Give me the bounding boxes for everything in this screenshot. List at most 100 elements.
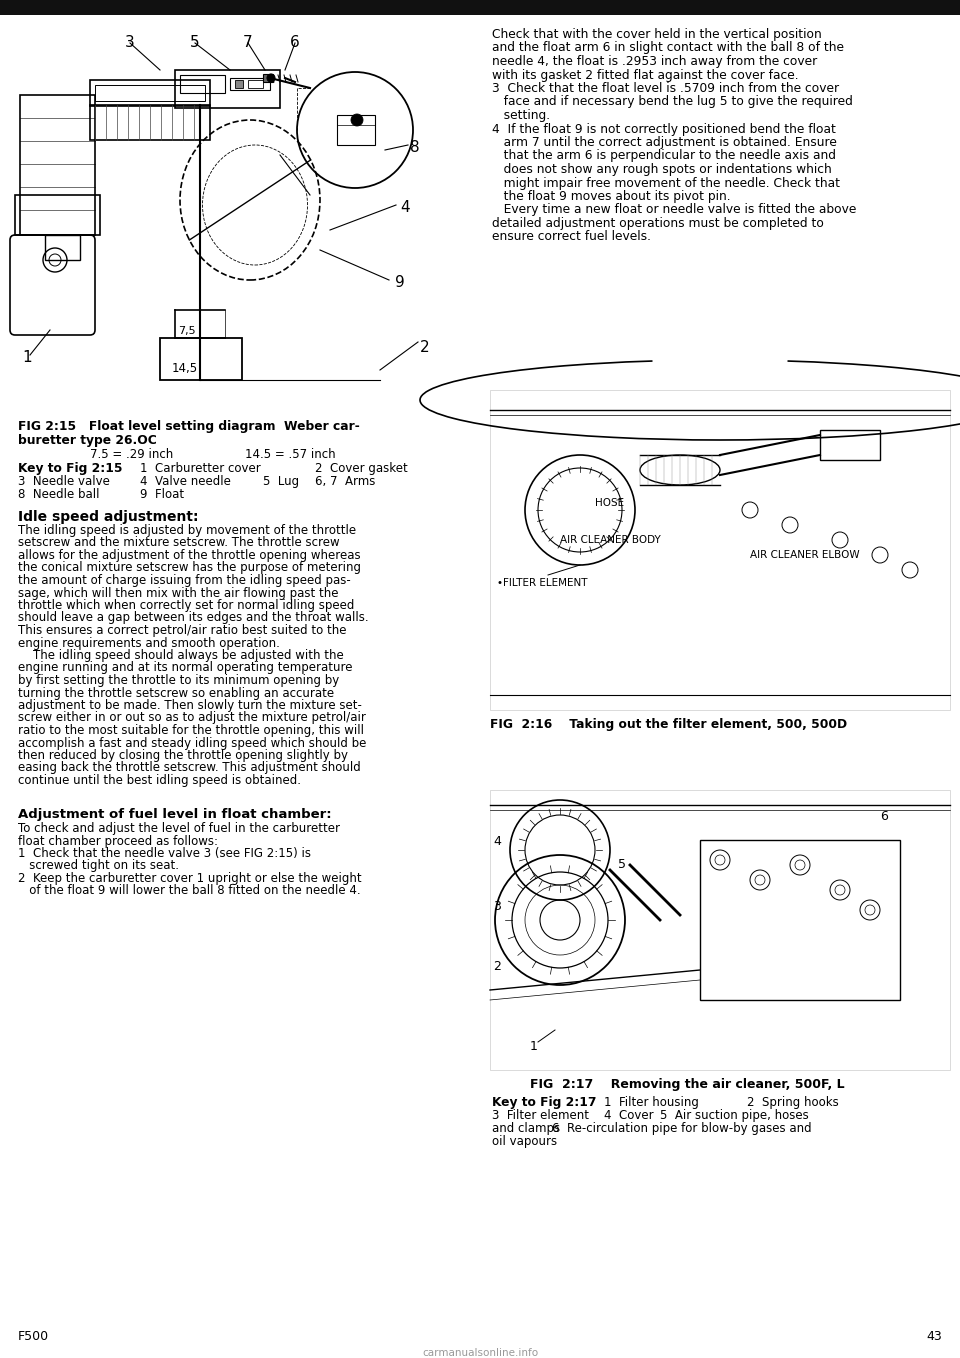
Text: buretter type 26.OC: buretter type 26.OC <box>18 435 156 447</box>
Text: that the arm 6 is perpendicular to the needle axis and: that the arm 6 is perpendicular to the n… <box>492 149 836 163</box>
Text: 7: 7 <box>243 35 252 50</box>
Text: turning the throttle setscrew so enabling an accurate: turning the throttle setscrew so enablin… <box>18 687 334 699</box>
Text: screw either in or out so as to adjust the mixture petrol/air: screw either in or out so as to adjust t… <box>18 712 366 725</box>
Text: the conical mixture setscrew has the purpose of metering: the conical mixture setscrew has the pur… <box>18 561 361 574</box>
Text: 8  Needle ball: 8 Needle ball <box>18 488 100 501</box>
Bar <box>160 338 242 380</box>
Text: 2  Spring hooks: 2 Spring hooks <box>747 1096 839 1109</box>
Text: 4  If the float 9 is not correctly positioned bend the float: 4 If the float 9 is not correctly positi… <box>492 122 836 136</box>
Text: Check that with the cover held in the vertical position: Check that with the cover held in the ve… <box>492 29 822 41</box>
Bar <box>0 0 960 15</box>
Bar <box>95 86 205 100</box>
Text: throttle which when correctly set for normal idling speed: throttle which when correctly set for no… <box>18 599 354 612</box>
Text: might impair free movement of the needle. Check that: might impair free movement of the needle… <box>492 177 840 190</box>
Text: sage, which will then mix with the air flowing past the: sage, which will then mix with the air f… <box>18 587 339 599</box>
Text: This ensures a correct petrol/air ratio best suited to the: This ensures a correct petrol/air ratio … <box>18 623 347 637</box>
Text: face and if necessary bend the lug 5 to give the required: face and if necessary bend the lug 5 to … <box>492 95 852 109</box>
Bar <box>90 80 210 106</box>
Text: Idle speed adjustment:: Idle speed adjustment: <box>18 511 199 524</box>
Text: 7.5 = .29 inch: 7.5 = .29 inch <box>90 448 173 460</box>
Text: easing back the throttle setscrew. This adjustment should: easing back the throttle setscrew. This … <box>18 762 361 774</box>
Text: 1  Filter housing: 1 Filter housing <box>604 1096 699 1109</box>
Bar <box>337 115 375 145</box>
Text: by first setting the throttle to its minimum opening by: by first setting the throttle to its min… <box>18 674 339 687</box>
Text: 4  Cover: 4 Cover <box>604 1109 654 1122</box>
Text: 3  Check that the float level is .5709 inch from the cover: 3 Check that the float level is .5709 in… <box>492 81 839 95</box>
Text: 5  Lug: 5 Lug <box>263 475 300 488</box>
Text: adjustment to be made. Then slowly turn the mixture set-: adjustment to be made. Then slowly turn … <box>18 699 362 712</box>
Text: 6: 6 <box>290 35 300 50</box>
Text: 2  Keep the carburetter cover 1 upright or else the weight: 2 Keep the carburetter cover 1 upright o… <box>18 872 362 885</box>
Text: needle 4, the float is .2953 inch away from the cover: needle 4, the float is .2953 inch away f… <box>492 56 817 68</box>
Text: 2  Cover gasket: 2 Cover gasket <box>315 462 408 475</box>
Text: FIG  2:17    Removing the air cleaner, 500F, L: FIG 2:17 Removing the air cleaner, 500F,… <box>530 1078 845 1090</box>
Text: continue until the best idling speed is obtained.: continue until the best idling speed is … <box>18 774 301 788</box>
Text: with its gasket 2 fitted flat against the cover face.: with its gasket 2 fitted flat against th… <box>492 68 799 81</box>
Text: should leave a gap between its edges and the throat walls.: should leave a gap between its edges and… <box>18 611 369 625</box>
Text: engine running and at its normal operating temperature: engine running and at its normal operati… <box>18 661 352 675</box>
Text: setting.: setting. <box>492 109 550 122</box>
Text: The idling speed should always be adjusted with the: The idling speed should always be adjust… <box>18 649 344 661</box>
Text: Every time a new float or needle valve is fitted the above: Every time a new float or needle valve i… <box>492 204 856 216</box>
Text: 5  Air suction pipe, hoses: 5 Air suction pipe, hoses <box>660 1109 808 1122</box>
Text: 14,5: 14,5 <box>172 363 198 375</box>
Text: accomplish a fast and steady idling speed which should be: accomplish a fast and steady idling spee… <box>18 736 367 750</box>
Text: Key to Fig 2:17: Key to Fig 2:17 <box>492 1096 596 1109</box>
Text: HOSE: HOSE <box>595 498 624 508</box>
Text: setscrew and the mixture setscrew. The throttle screw: setscrew and the mixture setscrew. The t… <box>18 536 340 550</box>
Text: the float 9 moves about its pivot pin.: the float 9 moves about its pivot pin. <box>492 190 731 202</box>
Bar <box>263 73 273 81</box>
Bar <box>235 80 243 88</box>
Text: 2: 2 <box>493 960 501 972</box>
Text: and the float arm 6 in slight contact with the ball 8 of the: and the float arm 6 in slight contact wi… <box>492 42 844 54</box>
Bar <box>15 196 100 235</box>
Bar <box>490 390 950 710</box>
Text: AIR CLEANER BODY: AIR CLEANER BODY <box>560 535 660 545</box>
Text: FIG  2:16    Taking out the filter element, 500, 500D: FIG 2:16 Taking out the filter element, … <box>490 718 847 731</box>
Text: 4  Valve needle: 4 Valve needle <box>140 475 230 488</box>
Bar <box>700 841 900 999</box>
Text: Adjustment of fuel level in float chamber:: Adjustment of fuel level in float chambe… <box>18 808 331 822</box>
Text: The idling speed is adjusted by movement of the throttle: The idling speed is adjusted by movement… <box>18 524 356 536</box>
Text: 4: 4 <box>400 200 410 215</box>
Text: 7,5: 7,5 <box>178 326 196 335</box>
Circle shape <box>267 73 275 81</box>
Text: FIG 2:15   Float level setting diagram  Weber car-: FIG 2:15 Float level setting diagram Web… <box>18 420 360 433</box>
Text: 5: 5 <box>190 35 200 50</box>
Circle shape <box>351 114 363 126</box>
Text: •FILTER ELEMENT: •FILTER ELEMENT <box>497 579 588 588</box>
Text: the amount of charge issuing from the idling speed pas-: the amount of charge issuing from the id… <box>18 574 350 587</box>
Bar <box>20 95 95 235</box>
Text: 6: 6 <box>880 809 888 823</box>
Text: Key to Fig 2:15: Key to Fig 2:15 <box>18 462 123 475</box>
Bar <box>490 790 950 1070</box>
Text: arm 7 until the correct adjustment is obtained. Ensure: arm 7 until the correct adjustment is ob… <box>492 136 837 149</box>
Text: ensure correct fuel levels.: ensure correct fuel levels. <box>492 231 651 243</box>
Text: allows for the adjustment of the throttle opening whereas: allows for the adjustment of the throttl… <box>18 549 361 562</box>
Text: engine requirements and smooth operation.: engine requirements and smooth operation… <box>18 637 280 649</box>
Text: then reduced by closing the throttle opening slightly by: then reduced by closing the throttle ope… <box>18 750 348 762</box>
Bar <box>248 80 263 88</box>
Text: 3: 3 <box>125 35 134 50</box>
Text: 43: 43 <box>926 1329 942 1343</box>
Text: F500: F500 <box>18 1329 49 1343</box>
Text: oil vapours: oil vapours <box>492 1135 557 1148</box>
Text: carmanualsonline.info: carmanualsonline.info <box>422 1348 538 1358</box>
Text: does not show any rough spots or indentations which: does not show any rough spots or indenta… <box>492 163 831 177</box>
Bar <box>820 430 880 460</box>
Text: and clamps: and clamps <box>492 1122 560 1135</box>
Text: AIR CLEANER ELBOW: AIR CLEANER ELBOW <box>750 550 859 559</box>
Bar <box>175 71 280 109</box>
Text: 14.5 = .57 inch: 14.5 = .57 inch <box>245 448 336 460</box>
Text: 5: 5 <box>618 858 626 870</box>
Text: To check and adjust the level of fuel in the carburetter: To check and adjust the level of fuel in… <box>18 822 340 835</box>
Text: 1  Check that the needle valve 3 (see FIG 2:15) is: 1 Check that the needle valve 3 (see FIG… <box>18 847 311 860</box>
Text: 9: 9 <box>395 276 405 291</box>
Text: 6  Re-circulation pipe for blow-by gases and: 6 Re-circulation pipe for blow-by gases … <box>552 1122 811 1135</box>
Text: 1: 1 <box>22 350 32 365</box>
Bar <box>45 235 80 259</box>
Text: 3: 3 <box>493 900 501 913</box>
Text: 3  Filter element: 3 Filter element <box>492 1109 589 1122</box>
Text: of the float 9 will lower the ball 8 fitted on the needle 4.: of the float 9 will lower the ball 8 fit… <box>18 884 361 898</box>
Text: 1  Carburetter cover: 1 Carburetter cover <box>140 462 261 475</box>
